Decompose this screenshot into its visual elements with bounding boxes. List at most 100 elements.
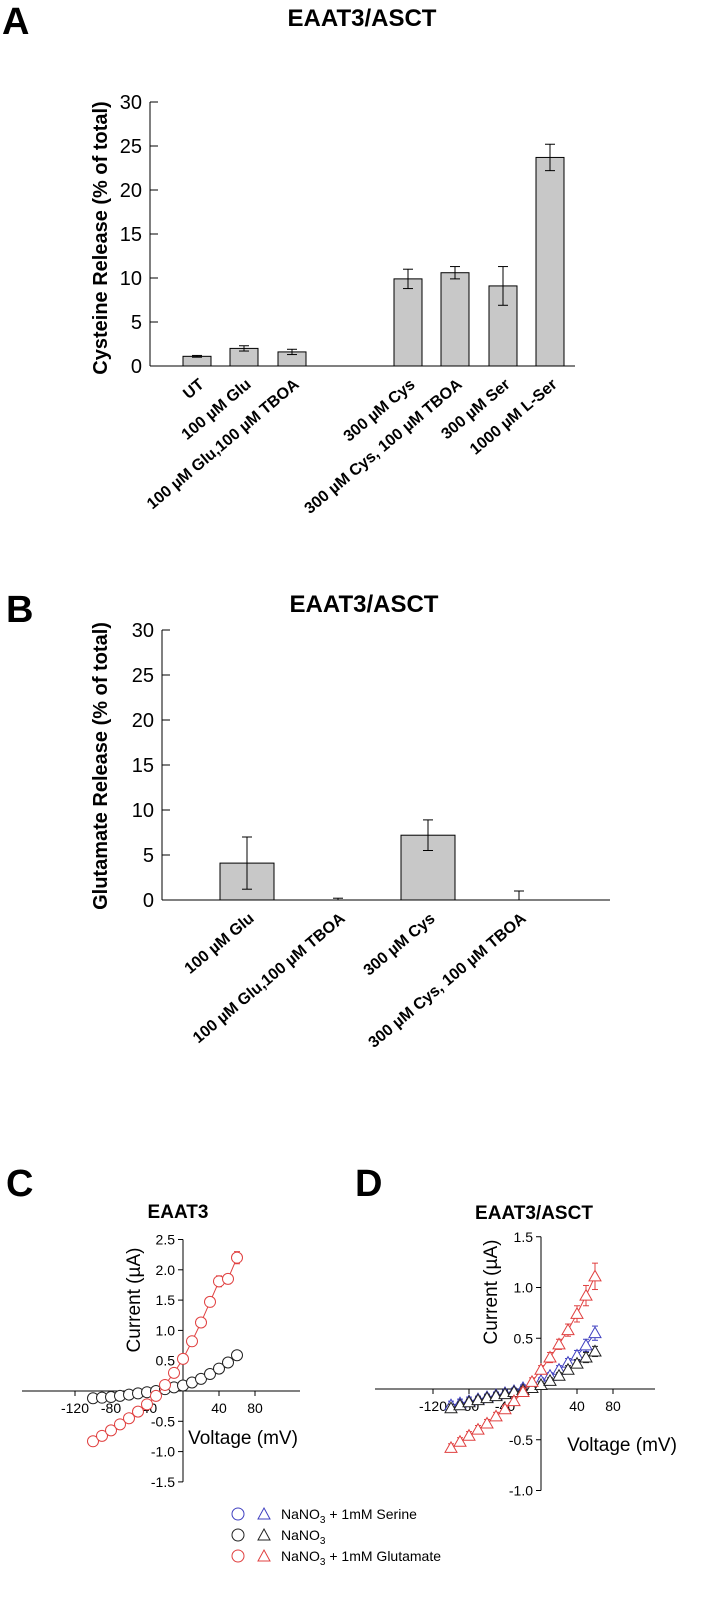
y-tick-label: 2.5 xyxy=(156,1232,176,1248)
panel-d-axes: -120-80-404080-1.0-0.50.51.01.5 xyxy=(375,1229,655,1499)
legend-triangle-marker xyxy=(257,1527,271,1541)
y-tick-label: -0.5 xyxy=(509,1432,533,1448)
series-line xyxy=(450,1276,596,1449)
panel-c-xlabel: Voltage (mV) xyxy=(188,1428,298,1449)
panel-letter-a: A xyxy=(2,1,29,43)
data-point xyxy=(588,1269,602,1282)
data-point xyxy=(168,1366,180,1379)
bar xyxy=(535,156,565,367)
y-tick-label: 25 xyxy=(132,665,154,687)
panel-b-ylabel: Glutamate Release (% of total) xyxy=(90,622,112,910)
data-point xyxy=(471,1422,485,1435)
panel-b-title: EAAT3/ASCT xyxy=(290,591,439,618)
data-point xyxy=(570,1356,584,1369)
data-point xyxy=(453,1434,467,1447)
data-point xyxy=(579,1288,593,1301)
legend: NaNO3 + 1mM Serine NaNO3 NaNO3 + 1mM Glu… xyxy=(231,1506,441,1568)
data-point xyxy=(213,1362,225,1375)
category-label: 1000 µM L-Ser xyxy=(467,376,561,458)
data-point xyxy=(588,1326,602,1339)
panel-a-ylabel: Cysteine Release (% of total) xyxy=(90,101,112,374)
panel-c-axes: -120-80-404080-1.5-1.0-0.50.51.01.52.02.… xyxy=(22,1232,300,1490)
legend-label-glutamate: NaNO3 + 1mM Glutamate xyxy=(281,1548,441,1568)
y-tick-label: 0.5 xyxy=(514,1330,534,1346)
data-point xyxy=(150,1389,162,1402)
legend-item-serine: NaNO3 + 1mM Serine xyxy=(231,1506,417,1526)
legend-item-glutamate: NaNO3 + 1mM Glutamate xyxy=(231,1548,441,1568)
y-tick-label: 30 xyxy=(120,92,142,114)
panel-b-chart: EAAT3/ASCT Glutamate Release (% of total… xyxy=(90,591,610,1052)
panel-c-chart: EAAT3 Current (µA) Voltage (mV) -120 -80 -… xyxy=(22,1202,300,1490)
y-tick-label: 5 xyxy=(131,312,142,334)
legend-triangle-marker xyxy=(257,1548,271,1562)
category-label: 100 µM Glu,100 µM TBOA xyxy=(190,910,349,1047)
panel-letter-b: B xyxy=(6,589,33,631)
data-point xyxy=(186,1335,198,1348)
data-point xyxy=(498,1402,512,1415)
panel-c-series xyxy=(87,1251,243,1448)
category-label: 300 µM Cys xyxy=(361,910,439,979)
category-label: 300 µM Cys, 100 µM TBOA xyxy=(366,910,530,1052)
data-point xyxy=(114,1418,126,1431)
y-tick-label: -1.0 xyxy=(509,1483,533,1499)
bar xyxy=(440,272,470,367)
panel-a-chart: EAAT3/ASCT Cysteine Release (% of total)… xyxy=(90,5,575,518)
y-tick-label: 1.5 xyxy=(156,1292,176,1308)
data-point xyxy=(525,1374,539,1387)
data-point xyxy=(105,1424,117,1437)
y-tick-label: 1.0 xyxy=(156,1322,176,1338)
panel-d-chart: EAAT3/ASCT Current (µA) Voltage (mV) -12… xyxy=(375,1203,677,1499)
data-point xyxy=(177,1352,189,1365)
y-tick-label: 1.0 xyxy=(514,1280,534,1296)
panel-c-ylabel: Current (µA) xyxy=(124,1248,145,1353)
bar xyxy=(393,278,423,367)
legend-circle-marker xyxy=(231,1507,245,1521)
y-tick-label: 0.5 xyxy=(156,1353,176,1369)
y-tick-label: 10 xyxy=(120,268,142,290)
panel-d-ylabel: Current (µA) xyxy=(481,1240,502,1345)
data-point xyxy=(543,1350,557,1363)
y-tick-label: 20 xyxy=(120,180,142,202)
data-point xyxy=(552,1368,566,1381)
data-point xyxy=(579,1338,593,1351)
y-tick-label: 0 xyxy=(131,356,142,378)
y-tick-label: 1.5 xyxy=(514,1229,534,1245)
data-point xyxy=(534,1362,548,1375)
legend-circle-marker xyxy=(231,1549,245,1563)
panel-a-bars xyxy=(182,143,565,367)
y-tick-label: -0.5 xyxy=(151,1413,175,1429)
data-point xyxy=(159,1378,171,1391)
x-tick-label: 40 xyxy=(211,1400,227,1416)
data-point xyxy=(444,1440,458,1453)
panel-d-xlabel: Voltage (mV) xyxy=(567,1435,677,1456)
y-tick-label: 20 xyxy=(132,710,154,732)
y-tick-label: -1.5 xyxy=(151,1474,175,1490)
data-point xyxy=(507,1394,521,1407)
y-tick-label: 30 xyxy=(132,620,154,642)
data-point xyxy=(231,1349,243,1362)
legend-label-serine: NaNO3 + 1mM Serine xyxy=(281,1506,417,1526)
data-point xyxy=(489,1409,503,1422)
y-tick-label: 5 xyxy=(143,845,154,867)
panel-a-title: EAAT3/ASCT xyxy=(288,5,437,32)
data-point xyxy=(516,1385,530,1398)
data-point xyxy=(222,1356,234,1369)
legend-circle-marker xyxy=(231,1528,245,1542)
y-tick-label: 0 xyxy=(143,890,154,912)
data-point xyxy=(132,1405,144,1418)
data-point xyxy=(579,1350,593,1363)
data-point xyxy=(561,1362,575,1375)
category-label: UT xyxy=(180,376,207,403)
data-point xyxy=(87,1435,99,1448)
y-tick-label: 2.0 xyxy=(156,1262,176,1278)
data-point xyxy=(96,1429,108,1442)
data-point xyxy=(561,1323,575,1336)
x-tick-label: 80 xyxy=(605,1398,621,1414)
data-point xyxy=(204,1295,216,1308)
data-point xyxy=(204,1368,216,1381)
panel-d-title: EAAT3/ASCT xyxy=(475,1203,593,1224)
panel-c-title: EAAT3 xyxy=(148,1202,209,1223)
legend-triangle-marker xyxy=(257,1506,271,1520)
